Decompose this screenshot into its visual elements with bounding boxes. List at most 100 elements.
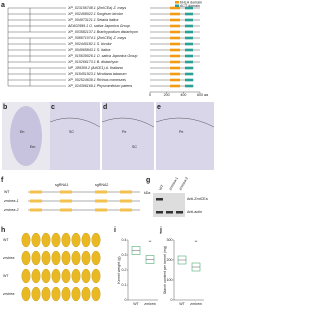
kernel [91, 232, 101, 248]
kernel [21, 250, 31, 266]
section-image [50, 102, 100, 170]
antibody: Anti-actin [187, 210, 202, 214]
panel-label: f [1, 177, 4, 184]
genotype: zmicea-1 [3, 199, 19, 203]
act-domain [185, 36, 193, 40]
taxon-name: XP_002440182.1 S. bicolor [67, 42, 113, 46]
taxon-name: XP_004965843.1 S. italica [67, 48, 110, 52]
taxon-name: XP_002458022.1 Sorghum bicolor [67, 12, 124, 16]
legend-swatch [175, 4, 179, 7]
scale-unit: aa [204, 93, 208, 97]
exon [120, 199, 132, 203]
antibody: Anti-ZmICEa [187, 197, 208, 201]
bhlh-domain [170, 60, 180, 64]
bhlh-domain [170, 72, 180, 76]
panel-label: j [159, 227, 162, 234]
bhlh-domain [170, 24, 180, 28]
kernel [31, 268, 41, 284]
genotype: WT [3, 274, 9, 278]
y-axis-title: Kernel weight (g) [117, 256, 121, 283]
scale-label: 400 [180, 93, 186, 97]
unit: kDa [144, 191, 150, 195]
bhlh-domain [170, 48, 180, 52]
section-image [156, 102, 214, 170]
exon [120, 190, 132, 194]
significance: ** [195, 240, 198, 244]
y-tick-label: 0.4 [122, 238, 127, 242]
act-domain [185, 48, 193, 52]
kernel [91, 250, 101, 266]
bhlh-domain [170, 84, 180, 88]
kernel [51, 250, 61, 266]
taxon-name: XP_015639026.1 O. sativa Japonica Group [67, 54, 137, 58]
panel-label: h [1, 227, 5, 234]
act-domain [185, 66, 193, 70]
scale-label: 200 [164, 93, 170, 97]
kernel [31, 286, 41, 302]
exon [60, 208, 72, 212]
panel-label: d [103, 104, 107, 111]
legend-entry: ACT domain [180, 4, 200, 8]
kernel [31, 232, 41, 248]
genotype: WT [3, 238, 9, 242]
bhlh-domain [170, 42, 180, 46]
kernel [71, 286, 81, 302]
exon [95, 190, 107, 194]
kernel [81, 232, 91, 248]
tissue-label: En [20, 130, 24, 134]
act-domain [185, 54, 193, 58]
x-tick-label: zmicea [189, 302, 201, 306]
kernel [81, 250, 91, 266]
panel-label: a [1, 2, 5, 9]
band [166, 211, 173, 214]
scale-label: 0 [149, 93, 151, 97]
kernel [61, 268, 71, 284]
kernel [81, 286, 91, 302]
y-tick-label: 200 [167, 258, 173, 262]
tissue-band [155, 117, 215, 128]
genotype: zmicea-2 [3, 208, 19, 212]
section-image [102, 102, 154, 170]
kernel [51, 268, 61, 284]
panel-label: c [51, 104, 55, 111]
taxon-name: XP_010266173.1 B. distachyon [67, 60, 118, 64]
genotype: WT [4, 190, 10, 194]
bhlh-domain [170, 30, 180, 34]
y-tick-label: 0 [171, 298, 173, 302]
exon [120, 208, 132, 212]
panel-label: i [114, 227, 116, 234]
taxon-name: XP_002524639.1 Ricinus communis [67, 78, 126, 82]
tissue-label: Em [30, 145, 35, 149]
y-tick-label: 0.3 [122, 253, 127, 257]
act-domain [185, 18, 193, 22]
exon [95, 199, 107, 203]
x-tick-label: WT [133, 302, 139, 306]
act-domain [185, 30, 193, 34]
kernel [51, 232, 61, 248]
kernel [41, 250, 51, 266]
y-tick-label: 300 [167, 238, 173, 242]
x-tick-label: zmicea [143, 302, 155, 306]
exon [60, 199, 72, 203]
kernel [21, 232, 31, 248]
kernel [51, 286, 61, 302]
figure: a XP_023156748.1 (ZmICEa) Z. mays XP_00245… [1, 0, 215, 306]
act-domain [185, 42, 193, 46]
tissue-label: Pe [122, 130, 126, 134]
tissue-band [101, 117, 155, 128]
kernel [31, 250, 41, 266]
act-domain [185, 84, 193, 88]
bhlh-domain [170, 54, 180, 58]
scale-label: 600 [197, 93, 203, 97]
bhlh-domain [170, 18, 180, 22]
tissue-label: Pe [179, 130, 183, 134]
tissue-label: SC [132, 145, 137, 149]
y-tick-label: 0 [125, 298, 127, 302]
kernel [91, 286, 101, 302]
legend-swatch [175, 1, 179, 4]
taxon-name: XP_003582137.1 Brachypodium distachyon [67, 30, 138, 34]
kernel [61, 232, 71, 248]
taxon-name: XP_004973121.1 Setaria italica [67, 18, 118, 22]
taxon-name: NP_189309.2 (AtICE1) A. thaliana [68, 66, 123, 70]
taxon-name: XP_008671074.1 (ZmICEb) Z. mays [67, 36, 126, 40]
